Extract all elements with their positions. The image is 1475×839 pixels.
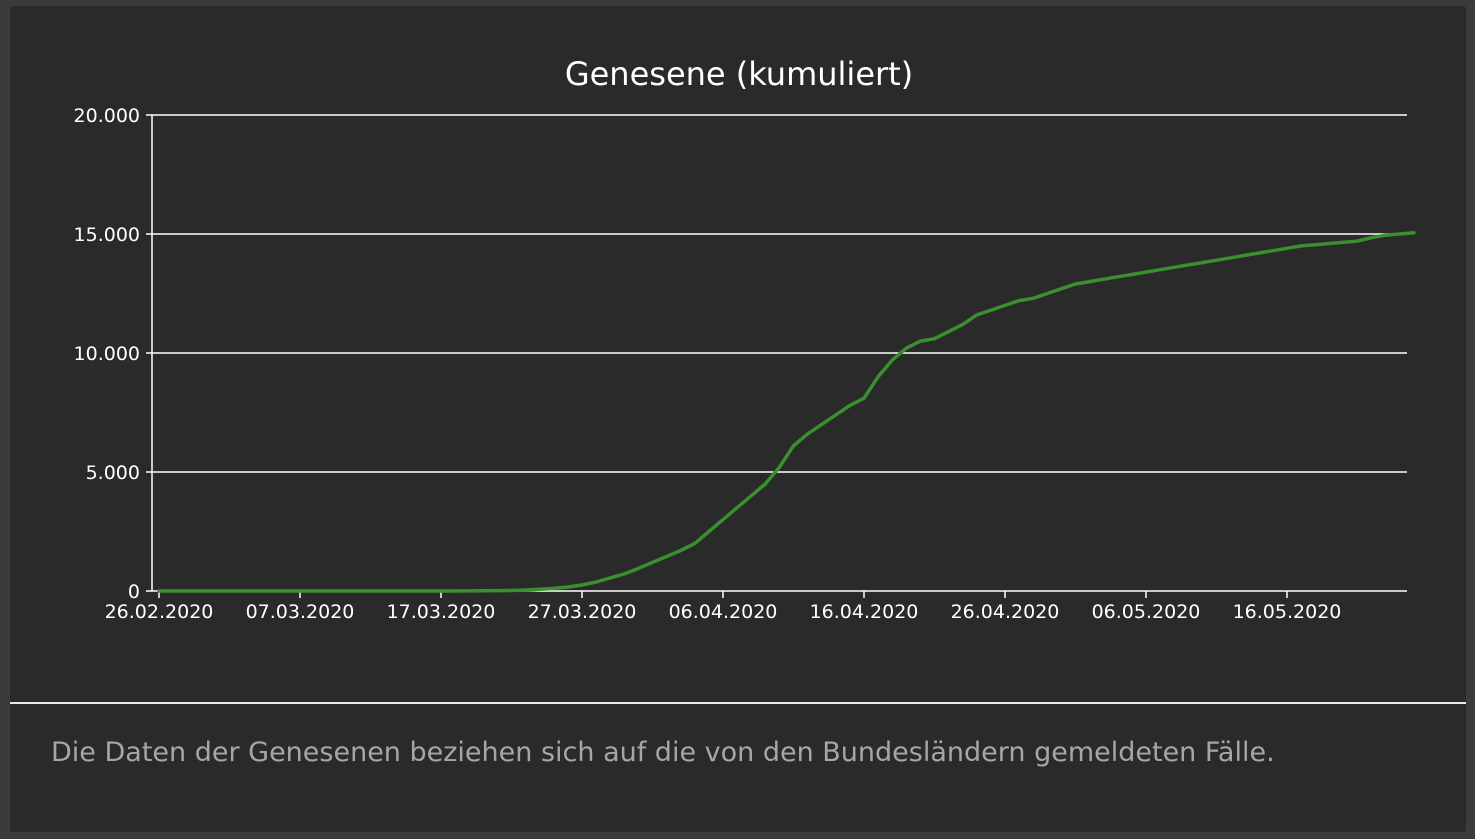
chart-title: Genesene (kumuliert) [565, 55, 913, 93]
gridlines [152, 114, 1407, 473]
y-tick-label: 15.000 [74, 224, 140, 246]
x-tick-label: 26.04.2020 [951, 601, 1060, 623]
x-tick-label: 06.05.2020 [1092, 601, 1201, 623]
footnote: Die Daten der Genesenen beziehen sich au… [51, 737, 1275, 768]
x-axis-ticks: 26.02.2020 07.03.2020 17.03.2020 27.03.2020… [105, 591, 1342, 623]
x-tick-label: 07.03.2020 [246, 601, 355, 623]
series-line [157, 231, 1416, 593]
series [157, 231, 1416, 593]
line-chart: Genesene (kumuliert) 0 5.000 10.000 15.000 2… [74, 55, 1416, 623]
y-tick-label: 0 [128, 581, 140, 603]
x-tick-label: 17.03.2020 [387, 601, 496, 623]
x-tick-label: 16.04.2020 [810, 601, 919, 623]
y-axis-ticks: 0 5.000 10.000 15.000 20.000 [74, 105, 152, 603]
x-tick-label: 16.05.2020 [1233, 601, 1342, 623]
x-tick-label: 26.02.2020 [105, 601, 214, 623]
x-tick-label: 27.03.2020 [528, 601, 637, 623]
chart-area: Genesene (kumuliert) 0 5.000 10.000 15.000 2… [10, 6, 1466, 702]
x-tick-label: 06.04.2020 [669, 601, 778, 623]
divider [10, 702, 1466, 704]
y-tick-label: 10.000 [74, 343, 140, 365]
y-tick-label: 20.000 [74, 105, 140, 127]
chart-card: Genesene (kumuliert) 0 5.000 10.000 15.000 2… [10, 6, 1466, 832]
y-tick-label: 5.000 [86, 462, 140, 484]
